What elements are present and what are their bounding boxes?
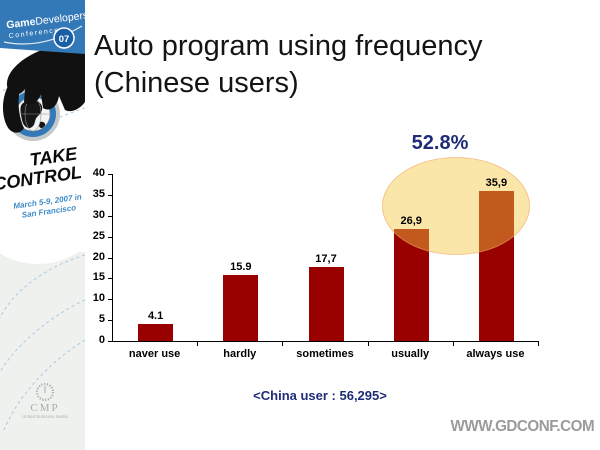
sidebar-graphic: GameDevelopers Conference 07 TAKE CONTRO… xyxy=(0,0,112,450)
highlight-ellipse xyxy=(382,157,530,255)
y-tick xyxy=(108,257,112,259)
cmp-label: CMP xyxy=(30,402,59,414)
x-tick xyxy=(538,342,539,346)
cmp-subtext: United Business Media xyxy=(22,414,69,419)
x-tick xyxy=(282,342,284,346)
bar xyxy=(223,274,259,341)
y-axis-label: 35 xyxy=(92,187,105,200)
y-tick xyxy=(108,194,112,196)
y-tick xyxy=(108,215,112,217)
bar-value-label: 17,7 xyxy=(315,253,337,266)
year-badge-label: 07 xyxy=(59,34,70,45)
y-tick xyxy=(108,236,112,238)
x-tick xyxy=(197,342,199,346)
y-axis-label: 20 xyxy=(92,250,105,263)
bar-value-label: 4.1 xyxy=(147,309,164,322)
y-axis-label: 10 xyxy=(92,292,105,305)
y-axis-label: 15 xyxy=(92,271,105,284)
y-tick xyxy=(108,174,112,175)
bar xyxy=(308,267,344,341)
y-tick xyxy=(108,341,112,342)
tagline-backdrop-circle xyxy=(0,116,112,264)
x-tick xyxy=(367,342,369,346)
x-tick xyxy=(452,342,454,346)
y-axis-label: 0 xyxy=(98,334,105,346)
y-tick xyxy=(108,278,112,280)
y-axis-label: 5 xyxy=(98,313,105,326)
title-line1: Auto program using frequency xyxy=(94,30,483,62)
category-label: usually xyxy=(391,348,430,360)
bar xyxy=(138,323,174,341)
china-user-caption: <China user : 56,295> xyxy=(253,388,387,403)
year-badge xyxy=(53,27,75,49)
highlight-percentage: 52.8% xyxy=(411,132,469,154)
category-label: sometimes xyxy=(296,348,354,360)
logo-swoosh xyxy=(3,25,83,45)
category-label: hardly xyxy=(223,348,257,360)
y-axis-label: 40 xyxy=(92,167,105,179)
category-label: always use xyxy=(466,348,525,360)
plot-area: 4.1 15.9 17,7 26,9 35,9 xyxy=(112,174,539,342)
title-line2: (Chinese users) xyxy=(94,66,299,99)
cmp-logo: CMP United Business Media xyxy=(22,382,69,419)
y-axis-label: 30 xyxy=(92,208,105,221)
bar-value-label: 35,9 xyxy=(485,177,508,190)
bar-value-label: 15.9 xyxy=(230,260,252,273)
bar-value-label: 26,9 xyxy=(400,214,422,227)
sidebar-gray-wash xyxy=(0,252,85,450)
page-title: Auto program using frequency (Chinese us… xyxy=(94,28,596,101)
gdconf-url: WWW.GDCONF.COM xyxy=(450,418,594,435)
y-tick xyxy=(108,320,112,322)
hand-icon xyxy=(2,44,85,133)
y-tick xyxy=(108,299,112,301)
gdc-sidebar: GameDevelopers Conference 07 TAKE CONTRO… xyxy=(0,0,112,450)
category-label: naver use xyxy=(128,348,181,360)
y-axis-label: 25 xyxy=(92,229,105,242)
